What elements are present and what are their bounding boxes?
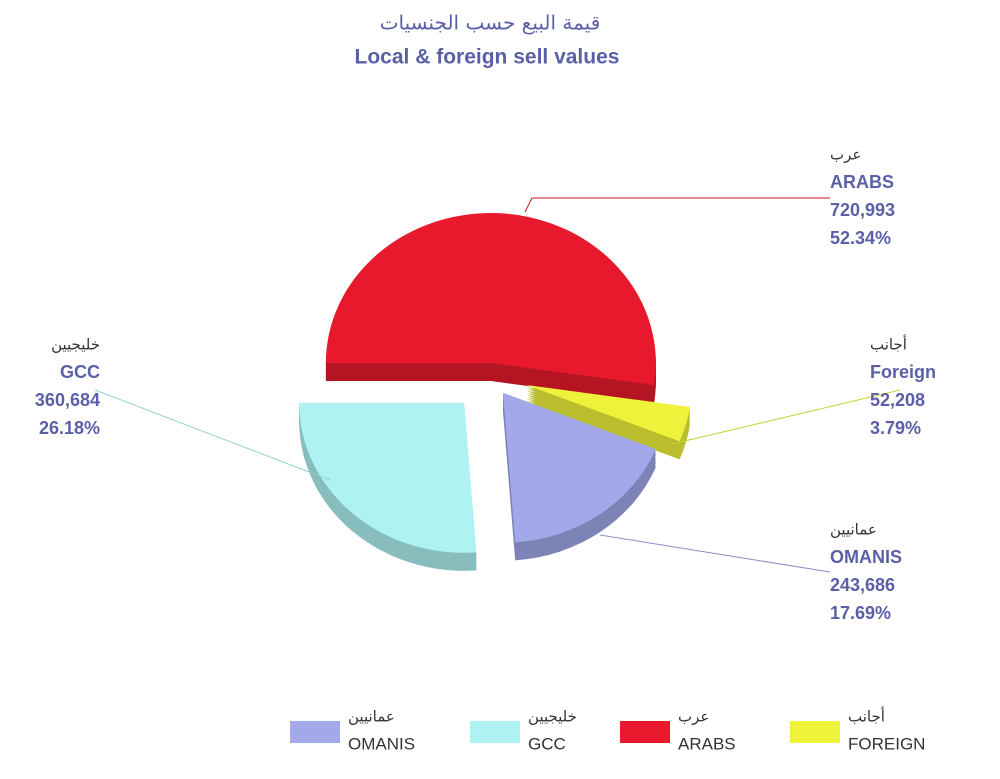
label-name: GCC — [60, 362, 100, 382]
legend-swatch — [290, 721, 340, 743]
slice — [325, 213, 656, 385]
leader-line — [599, 534, 831, 573]
legend-swatch — [470, 721, 520, 743]
legend-label: GCC — [528, 734, 566, 753]
legend-label-ar: عمانيين — [348, 708, 395, 726]
slice — [526, 384, 690, 442]
label-ar: عرب — [830, 146, 861, 164]
label-value: 52,208 — [870, 390, 925, 410]
legend-label-ar: أجانب — [848, 707, 885, 726]
label-value: 720,993 — [830, 200, 895, 220]
label-ar: خليجيين — [51, 336, 100, 354]
legend-label-ar: عرب — [678, 708, 709, 726]
label-percent: 17.69% — [830, 603, 891, 623]
slice — [299, 402, 477, 553]
label-ar: عمانيين — [830, 521, 877, 539]
slice — [502, 392, 656, 543]
legend-label: OMANIS — [348, 734, 415, 753]
label-value: 243,686 — [830, 575, 895, 595]
label-name: ARABS — [830, 172, 894, 192]
legend-label: ARABS — [678, 734, 736, 753]
legend-swatch — [620, 721, 670, 743]
legend-label-ar: خليجيين — [528, 708, 577, 726]
label-name: Foreign — [870, 362, 936, 382]
label-percent: 52.34% — [830, 228, 891, 248]
leader-line — [94, 389, 331, 481]
leader-line — [667, 389, 901, 446]
leader-line — [524, 197, 830, 213]
label-ar: أجانب — [870, 335, 907, 354]
chart-title-ar: قيمة البيع حسب الجنسيات — [380, 11, 601, 35]
label-percent: 3.79% — [870, 418, 921, 438]
chart-title: Local & foreign sell values — [355, 46, 620, 69]
label-name: OMANIS — [830, 547, 902, 567]
label-percent: 26.18% — [39, 418, 100, 438]
label-value: 360,684 — [35, 390, 100, 410]
legend-label: FOREIGN — [848, 734, 925, 753]
legend-swatch — [790, 721, 840, 743]
